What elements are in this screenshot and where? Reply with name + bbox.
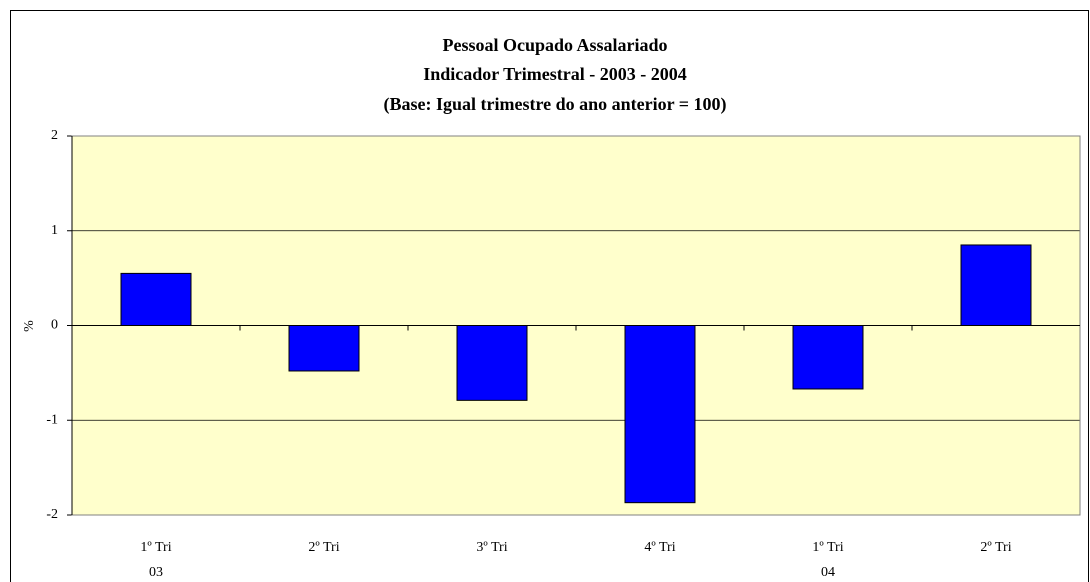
chart-subtitle: (Base: Igual trimestre do ano anterior =… [383, 94, 726, 115]
bar [792, 325, 864, 390]
x-tick-label: 1º Tri [140, 540, 171, 555]
x-group-label: 03 [149, 565, 163, 580]
x-tick-label: 3º Tri [476, 540, 507, 555]
bar [960, 244, 1032, 326]
x-tick-label: 2º Tri [308, 540, 339, 555]
chart-subtitle: Indicador Trimestral - 2003 - 2004 [423, 64, 687, 84]
bar [288, 325, 360, 372]
chart-title: Pessoal Ocupado Assalariado [442, 35, 667, 55]
y-tick-label: 0 [51, 318, 58, 333]
bar [120, 272, 192, 327]
y-tick-label: 1 [51, 223, 58, 238]
x-tick-label: 2º Tri [980, 540, 1011, 555]
y-tick-label: -2 [46, 507, 58, 522]
bar [456, 325, 528, 401]
x-tick-label: 1º Tri [812, 540, 843, 555]
bar [624, 325, 696, 504]
y-tick-label: -1 [46, 412, 58, 427]
x-group-label: 04 [821, 565, 835, 580]
y-tick-label: 2 [51, 128, 58, 143]
x-tick-label: 4º Tri [644, 540, 675, 555]
y-axis-label: % [22, 320, 37, 332]
